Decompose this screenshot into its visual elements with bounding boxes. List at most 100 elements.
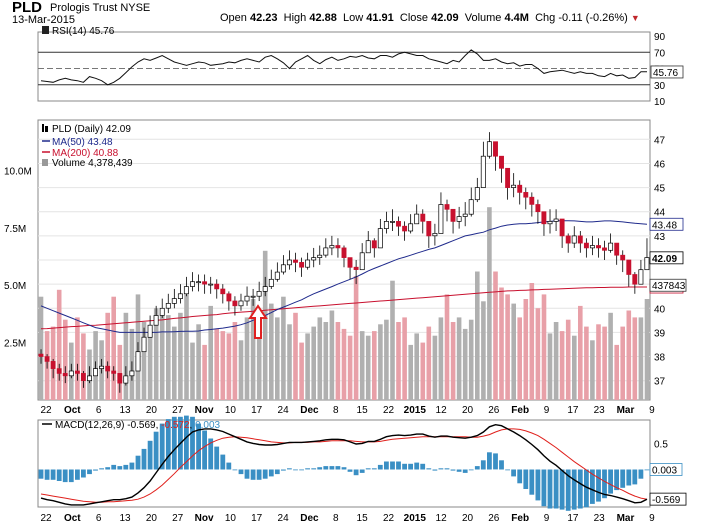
volume-bar <box>408 344 413 400</box>
macd-histogram-bar <box>456 469 462 472</box>
macd-histogram-bar <box>596 469 601 502</box>
x-tick-label: 8 <box>333 405 339 416</box>
candle-body <box>232 300 238 307</box>
macd-histogram-bar <box>323 466 329 470</box>
x-tick-label: 12 <box>436 513 448 524</box>
x-tick-label: 6 <box>96 405 102 416</box>
volume-bar <box>572 335 577 400</box>
volume-bar <box>487 207 492 400</box>
volume-bar <box>226 333 232 400</box>
candle-body <box>38 353 44 357</box>
volume-bar <box>281 296 286 400</box>
price-legend-candle-icon <box>45 126 48 132</box>
candle-body <box>414 213 420 225</box>
macd-histogram-bar <box>620 469 626 488</box>
macd-histogram-bar <box>141 448 147 470</box>
price-value-tag <box>649 217 684 231</box>
candle-body <box>541 211 547 225</box>
x-axis-labels: 22 22 Oct Oct 6 6 13 13 20 20 27 27 Nov Nov 10 10 17 17 24… <box>40 405 655 524</box>
down-triangle-icon: ▼ <box>630 13 640 23</box>
x-tick-label: Dec <box>300 513 319 524</box>
candle-body <box>474 187 480 201</box>
rsi-value-tag <box>650 65 684 79</box>
price-value-tag <box>649 251 684 265</box>
volume-bar <box>111 296 116 400</box>
candle-body <box>68 370 74 377</box>
macd-histogram-bar <box>602 469 607 499</box>
macd-histogram-bar <box>511 469 516 477</box>
candle-body <box>547 221 553 225</box>
volume-bar <box>317 317 323 400</box>
macd-histogram-bar <box>256 469 262 480</box>
x-tick-label: 13 <box>119 405 131 416</box>
macd-histogram-bar <box>396 461 401 470</box>
candle-body <box>365 240 371 254</box>
candle-body <box>262 286 268 292</box>
macd-histogram-bar <box>432 469 438 471</box>
x-tick-label: Oct <box>64 405 81 416</box>
volume-bar <box>547 333 553 400</box>
macd-histogram-bar <box>505 469 510 471</box>
candle-body <box>99 365 105 369</box>
macd-histogram-bar <box>123 464 129 470</box>
candle-body <box>359 252 365 271</box>
macd-histogram-bar <box>262 469 268 479</box>
candle-body <box>268 278 274 287</box>
macd-histogram-bar <box>420 463 426 470</box>
macd-histogram-bar <box>426 468 432 470</box>
candle-body <box>462 213 468 217</box>
macd-histogram-bar <box>105 467 111 470</box>
candle-body <box>438 204 444 234</box>
macd-line <box>40 423 648 506</box>
volume-bar <box>208 305 213 400</box>
macd-histogram-bar <box>626 469 632 486</box>
x-tick-label: 27 <box>172 513 184 524</box>
candle-body <box>347 257 353 268</box>
macd-value-label: -0.569 <box>652 495 681 506</box>
macd-histogram-bar <box>559 469 565 510</box>
volume-bar <box>232 322 238 400</box>
volume-bar <box>596 324 601 400</box>
macd-histogram-bar <box>365 468 371 470</box>
price-tick-label: 38 <box>654 353 666 364</box>
volume-bar <box>238 340 244 400</box>
candle-body <box>226 293 232 302</box>
candle-body <box>165 303 171 309</box>
volume-bar <box>347 335 353 400</box>
candle-body <box>589 245 595 249</box>
candle-body <box>371 240 377 249</box>
candle-body <box>50 361 56 369</box>
x-tick-label: 2015 <box>404 513 427 524</box>
macd-histogram-bar <box>244 469 250 479</box>
price-tick-label: 37 <box>654 377 666 388</box>
candle-body <box>147 324 153 338</box>
x-tick-label: Nov <box>195 513 214 524</box>
volume-legend: Volume 4,378,439 <box>52 158 133 169</box>
candle-body <box>274 271 280 280</box>
macd-histogram-bar <box>565 469 571 511</box>
candle-body <box>505 167 511 188</box>
x-tick-label: Feb <box>511 405 529 416</box>
macd-histogram-bar <box>614 469 619 491</box>
volume-bar <box>172 326 177 400</box>
volume-bar <box>456 317 462 400</box>
volume-bar <box>359 331 365 400</box>
x-tick-label: 23 <box>594 513 606 524</box>
volume-bar <box>117 344 123 400</box>
macd-histogram-bar <box>68 469 74 483</box>
rsi-legend-swatch <box>42 26 49 34</box>
rsi-legend: RSI(14) 45.76 <box>52 26 115 37</box>
candle-body <box>105 365 111 372</box>
macd-histogram-bar <box>117 466 123 470</box>
candle-body <box>293 259 298 263</box>
volume-bar <box>38 296 44 400</box>
candle-body <box>123 375 129 384</box>
x-tick-label: Oct <box>64 513 81 524</box>
price-tick-label: 43 <box>654 232 666 243</box>
x-tick-label: 22 <box>40 405 52 416</box>
company-name: Prologis Trust NYSE <box>50 2 151 14</box>
volume-bar <box>462 328 468 400</box>
volume-bar <box>123 312 129 400</box>
red-up-arrow-icon <box>248 304 268 339</box>
volume-bar <box>56 289 62 400</box>
